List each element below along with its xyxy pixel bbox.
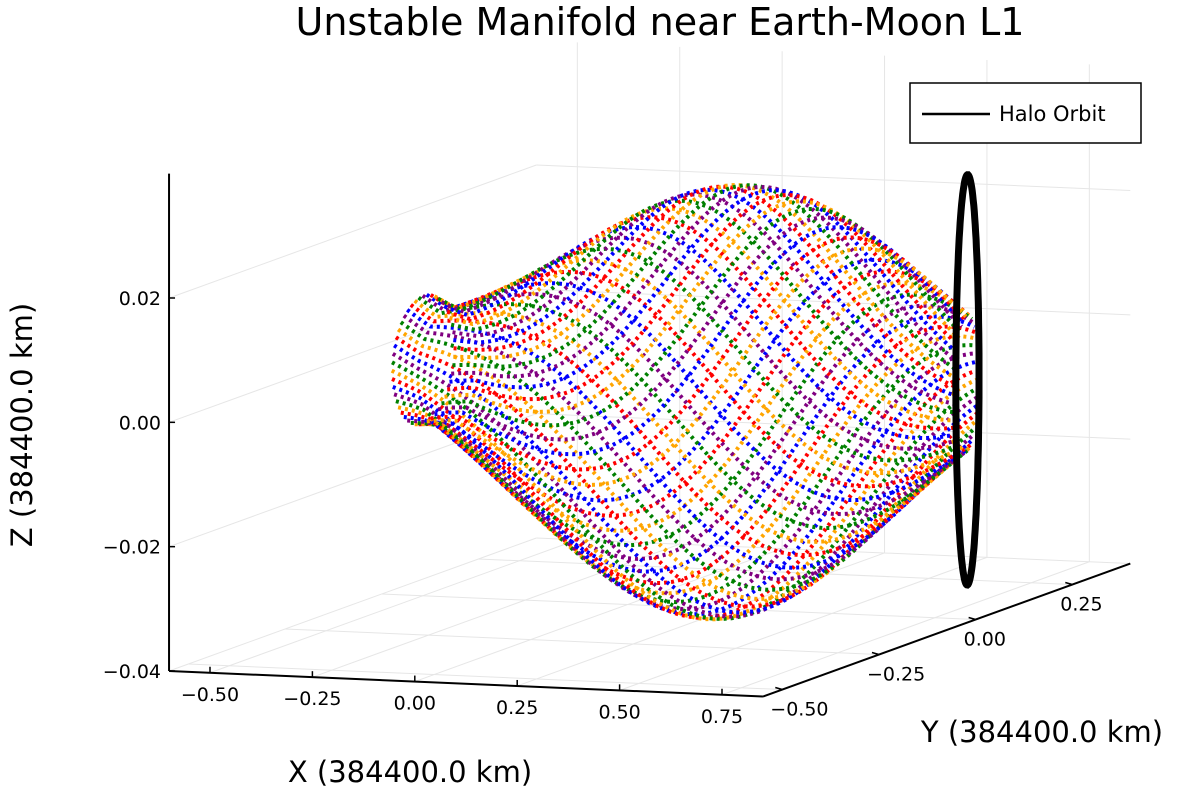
- grid-line-x: [619, 60, 988, 691]
- y-axis-label: Y (384400.0 km): [920, 715, 1163, 749]
- z-axis-label: Z (384400.0 km): [5, 303, 39, 547]
- manifold-trajectory: [418, 269, 971, 518]
- manifold-trajectory: [413, 299, 972, 544]
- x-tick-label: 0.25: [496, 697, 538, 719]
- manifold-trajectory: [391, 352, 980, 619]
- z-tick-label: 0.00: [119, 412, 161, 434]
- manifold-trajectory: [396, 327, 978, 602]
- y-axis-line: [762, 562, 1131, 698]
- y-tick-label: 0.00: [964, 629, 1006, 651]
- manifold-trajectory: [430, 235, 966, 472]
- manifold-trajectory: [392, 359, 980, 617]
- manifold-trajectory: [434, 225, 965, 457]
- z-tick-label: 0.02: [119, 288, 161, 310]
- y-tick-mark: [775, 686, 783, 691]
- x-tick-label: 0.75: [701, 706, 743, 728]
- manifold-trajectory: [453, 183, 957, 381]
- manifold-trajectory: [444, 199, 961, 414]
- manifold-trajectory: [426, 246, 968, 487]
- grid-line-x: [312, 46, 681, 678]
- x-axis-label: X (384400.0 km): [288, 755, 532, 789]
- manifold-trajectory: [395, 343, 978, 605]
- grid-line-z: [536, 413, 1131, 440]
- manifold-trajectory: [410, 292, 974, 548]
- grid-line-z-side: [168, 537, 537, 672]
- manifold-trajectory: [407, 303, 975, 561]
- manifold-trajectory: [447, 192, 960, 402]
- manifold-trajectory: [441, 206, 962, 428]
- y-tick-mark: [1065, 581, 1073, 586]
- grid-line-x: [414, 51, 783, 683]
- y-tick-label: −0.25: [867, 664, 925, 686]
- x-axis-line: [168, 670, 764, 698]
- x-tick-label: −0.25: [283, 688, 341, 710]
- grid-line-z-side: [168, 164, 537, 299]
- grid-line-z-side: [168, 413, 537, 548]
- axes: [168, 173, 1131, 698]
- grid-line-z: [536, 288, 1131, 316]
- tick-labels: −0.50 −0.25 0.00 0.25 0.50 0.75 −0.50 −0.25 0.00…: [103, 288, 1103, 728]
- y-tick-mark: [968, 616, 976, 621]
- manifold-trajectory: [453, 187, 957, 398]
- manifold-trajectory: [448, 206, 958, 423]
- manifold-trajectory: [393, 351, 979, 612]
- y-tick-label: −0.50: [770, 699, 828, 721]
- grid-line-x: [517, 55, 886, 687]
- manifold-trajectory: [453, 184, 957, 389]
- y-tick-mark: [871, 651, 880, 656]
- grid-line-x: [721, 64, 1090, 696]
- manifold-trajectory: [450, 198, 957, 415]
- grid-line-z: [536, 537, 1131, 565]
- grid-line-z-side: [168, 288, 537, 423]
- legend-label-halo-orbit: Halo Orbit: [999, 102, 1106, 126]
- grid-line-y: [188, 663, 783, 691]
- halo-orbit-layer: [952, 171, 983, 589]
- manifold-trajectory: [451, 184, 958, 379]
- chart-title: Unstable Manifold near Earth-Moon L1: [296, 0, 1025, 44]
- manifold-trajectory: [440, 235, 962, 451]
- x-tick-label: −0.50: [181, 684, 239, 706]
- manifold-trajectory: [397, 334, 977, 596]
- manifold-trajectory: [443, 224, 960, 441]
- legend: Halo Orbit: [909, 82, 1142, 144]
- grid-line-x: [209, 42, 578, 674]
- manifold-trajectory: [391, 360, 980, 622]
- manifold-trajectory: [390, 368, 980, 622]
- manifold-trajectory: [429, 269, 966, 489]
- y-tick-label: 0.25: [1060, 594, 1102, 616]
- grid-line-z: [536, 164, 1131, 192]
- manifold-trajectory: [452, 192, 957, 407]
- x-tick-label: 0.50: [598, 701, 640, 723]
- manifold-trajectory: [406, 308, 975, 570]
- grid-line-y: [285, 628, 879, 656]
- z-tick-label: −0.04: [103, 661, 161, 683]
- manifold-trajectories: [390, 183, 980, 622]
- manifold-trajectory: [433, 258, 964, 476]
- z-tick-label: −0.02: [103, 537, 161, 559]
- x-tick-label: 0.00: [394, 693, 436, 715]
- halo-orbit-line: [952, 171, 983, 589]
- manifold-trajectory: [452, 183, 958, 372]
